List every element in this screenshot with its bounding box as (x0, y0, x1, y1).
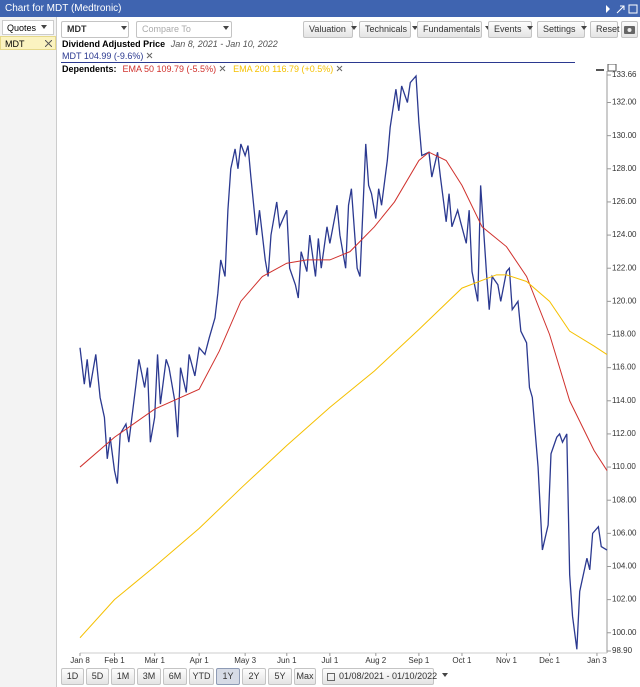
y-tick-label: 114.00 (612, 396, 636, 405)
y-tick-label: 120.00 (612, 296, 637, 305)
quotes-dropdown[interactable]: Quotes (2, 20, 54, 35)
y-tick-label: 112.00 (612, 429, 636, 438)
x-tick-label: Dec 1 (539, 656, 560, 665)
range-button[interactable]: 6M (163, 668, 187, 685)
range-button[interactable]: 1D (61, 668, 84, 685)
panel-icons[interactable] (596, 64, 618, 72)
date-range-dropdown[interactable]: 01/08/2021 - 01/10/2022 (322, 668, 438, 685)
legend-entry[interactable]: MDT 104.99 (-9.6%) (62, 51, 154, 61)
remove-icon-shape (336, 65, 343, 72)
legend-entry[interactable]: EMA 50 109.79 (-5.5%) (123, 64, 228, 74)
symbol: MDT (5, 39, 25, 49)
y-tick-label: 102.00 (612, 595, 637, 604)
price-line (79, 274, 608, 639)
range-button[interactable]: YTD (189, 668, 214, 685)
y-tick-label: 104.00 (612, 562, 637, 571)
range-button[interactable]: 1Y (216, 668, 240, 685)
x-tick-label: Oct 1 (452, 656, 472, 665)
legend-label: EMA 50 109.79 (-5.5%) (122, 64, 217, 74)
remove-icon-shape (219, 65, 226, 72)
y-tick-label: 106.00 (612, 528, 637, 537)
x-tick-label: Jun 1 (277, 656, 297, 665)
remove-icon-shape (147, 52, 153, 59)
y-tick-label: 122.00 (612, 263, 637, 272)
legend-dependents: Dependents: EMA 50 109.79 (-5.5%) EMA 200 … (62, 64, 344, 74)
x-tick-label: Apr 1 (190, 656, 210, 665)
y-tick-label: 110.00 (612, 462, 636, 471)
dependents-label: Dependents: (62, 64, 117, 74)
y-tick-label: 132.00 (612, 98, 637, 107)
legend-rule (61, 62, 575, 63)
legend-entry[interactable]: EMA 200 116.79 (+0.5%) (233, 64, 344, 74)
x-tick-label: Aug 2 (365, 656, 386, 665)
x-tick-label: Jan 3 (587, 656, 607, 665)
symbol-input: MDT (67, 24, 87, 34)
toolbar-button[interactable]: Events (488, 21, 532, 38)
toolbar-button[interactable]: Fundamentals (417, 21, 482, 38)
price-line (79, 151, 608, 471)
toolbar-button[interactable]: Valuation (303, 21, 353, 38)
quotes-label: Quotes (7, 23, 37, 33)
x-tick-label: Jan 8 (70, 656, 90, 665)
calendar-shape (327, 673, 335, 681)
y-tick-label: 124.00 (612, 230, 637, 239)
close-icon[interactable] (45, 40, 52, 47)
range-button[interactable]: 1M (111, 668, 135, 685)
remove-icon[interactable] (219, 65, 227, 72)
remove-icon[interactable] (336, 65, 344, 72)
x-tick-label: Jul 1 (321, 656, 338, 665)
compare-dropdown[interactable]: Compare To (136, 21, 232, 38)
legend-label: EMA 200 116.79 (+0.5%) (233, 64, 334, 74)
legend-label: MDT 104.99 (-9.6%) (62, 51, 144, 61)
window-title: Chart for MDT (Medtronic) (0, 0, 640, 17)
x-tick-label: Sep 1 (408, 656, 429, 665)
range-button[interactable]: 5Y (268, 668, 292, 685)
sidebar: Quotes MDT (0, 17, 57, 687)
symbol-dropdown[interactable]: MDT (61, 21, 129, 38)
y-tick-label: 116.00 (612, 363, 636, 372)
y-tick-label: 98.90 (612, 646, 633, 655)
range-button[interactable]: 2Y (242, 668, 266, 685)
range-button[interactable]: 3M (137, 668, 161, 685)
y-tick-label: 100.00 (612, 628, 637, 637)
window-icons (606, 4, 638, 14)
chart-subtitle: Jan 8, 2021 - Jan 10, 2022 (170, 39, 278, 49)
camera-button[interactable] (621, 21, 638, 38)
camera-icon (624, 26, 635, 34)
y-tick-label: 126.00 (612, 197, 637, 206)
y-tick-label: 108.00 (612, 495, 637, 504)
legend-main: MDT 104.99 (-9.6%) (62, 51, 154, 61)
date-range: 01/08/2021 - 01/10/2022 (339, 671, 438, 681)
toolbar-button[interactable]: Technicals (359, 21, 411, 38)
x-tick-label: Nov 1 (496, 656, 517, 665)
toolbar-button[interactable]: Reset (590, 21, 620, 38)
range-button[interactable]: Max (294, 668, 316, 685)
range-button[interactable]: 5D (86, 668, 109, 685)
y-tick-label: 128.00 (612, 164, 637, 173)
x-tick-label: Feb 1 (104, 656, 125, 665)
chart-heading: Dividend Adjusted Price Jan 8, 2021 - Ja… (62, 39, 278, 49)
compare-input: Compare To (142, 24, 191, 34)
symbol-row[interactable]: MDT (0, 36, 56, 50)
y-tick-label: 130.00 (612, 131, 637, 140)
price-line (79, 74, 608, 650)
y-tick-label: 118.00 (612, 330, 636, 339)
toolbar-button[interactable]: Settings (537, 21, 585, 38)
chart-title: Dividend Adjusted Price (62, 39, 166, 49)
x-tick-label: Mar 1 (144, 656, 165, 665)
y-tick-label: 133.66 (612, 70, 637, 79)
remove-icon[interactable] (146, 52, 154, 59)
calendar-icon (327, 673, 335, 681)
x-tick-label: May 3 (234, 656, 256, 665)
